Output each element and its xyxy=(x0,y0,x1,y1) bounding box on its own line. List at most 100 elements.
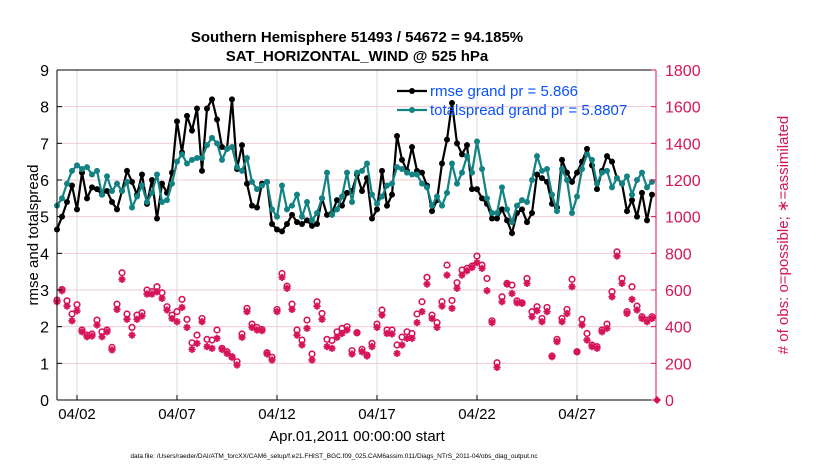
assimilated-marker xyxy=(208,344,216,352)
totalspread-point xyxy=(404,169,410,176)
assimilated-marker xyxy=(288,305,296,314)
x-tick-label: 04/12 xyxy=(258,406,296,423)
rmse-point xyxy=(609,158,615,165)
rmse-point xyxy=(464,142,470,149)
assimilated-marker xyxy=(463,267,471,275)
totalspread-point xyxy=(429,202,435,209)
rmse-point xyxy=(379,167,385,174)
assimilated-marker xyxy=(483,287,491,295)
totalspread-point xyxy=(269,206,275,213)
totalspread-point xyxy=(214,140,220,147)
totalspread-point xyxy=(204,142,210,149)
totalspread-point xyxy=(119,188,125,194)
totalspread-point xyxy=(464,153,470,160)
totalspread-point xyxy=(369,191,375,198)
assimilated-marker xyxy=(578,321,586,329)
footer-data-file: data file: /Users/raeder/DAI/ATM_forcXX/… xyxy=(130,453,538,460)
totalspread-point xyxy=(434,193,440,200)
rmse-point xyxy=(339,202,345,209)
totalspread-point xyxy=(444,189,450,196)
y-tick-label-left: 4 xyxy=(40,246,49,263)
totalspread-point xyxy=(549,191,555,198)
totalspread-point xyxy=(264,178,270,185)
totalspread-point xyxy=(209,134,215,141)
assimilated-marker xyxy=(278,273,286,281)
assimilated-marker xyxy=(558,318,566,326)
y-axis-label-right: # of obs: o=possible; ∗=assimilated xyxy=(775,116,792,355)
rmse-point xyxy=(594,186,600,193)
possible-marker xyxy=(418,298,426,306)
totalspread-point xyxy=(129,204,135,211)
assimilated-marker xyxy=(158,294,166,303)
rmse-point xyxy=(344,189,350,196)
assimilated-marker xyxy=(203,343,211,351)
assimilated-marker xyxy=(438,302,446,310)
rmse-point xyxy=(279,228,285,235)
totalspread-point xyxy=(179,151,185,158)
rmse-point xyxy=(494,215,500,222)
totalspread-point xyxy=(639,169,645,176)
assimilated-marker xyxy=(468,263,476,272)
assimilated-marker xyxy=(363,352,371,360)
assimilated-marker xyxy=(93,321,101,329)
totalspread-point xyxy=(644,184,650,191)
totalspread-point xyxy=(334,206,340,213)
assimilated-marker xyxy=(643,318,651,326)
assimilated-marker xyxy=(383,329,391,338)
legend: rmse grand pr = 5.866 totalspread grand p… xyxy=(397,83,627,119)
totalspread-point xyxy=(559,166,565,172)
rmse-point xyxy=(74,206,80,213)
possible-marker xyxy=(653,396,661,404)
totalspread-point xyxy=(374,200,380,207)
assimilated-marker xyxy=(68,317,76,325)
assimilated-marker xyxy=(613,252,621,260)
assimilated-marker xyxy=(648,314,656,323)
assimilated-marker xyxy=(458,271,466,279)
assimilated-marker xyxy=(78,328,86,336)
possible-marker xyxy=(178,295,186,303)
totalspread-point xyxy=(149,189,155,196)
y-tick-label-right: 1400 xyxy=(665,136,701,153)
assimilated-marker xyxy=(583,336,591,344)
possible-marker xyxy=(443,261,451,269)
rmse-point xyxy=(334,197,340,204)
rmse-point xyxy=(114,206,120,213)
rmse-point xyxy=(479,195,485,202)
totalspread-point xyxy=(579,166,585,172)
rmse-point xyxy=(604,153,610,160)
y-tick-label-left: 5 xyxy=(40,210,49,227)
rmse-point xyxy=(199,167,205,174)
totalspread-point xyxy=(349,199,355,205)
totalspread-point xyxy=(144,199,150,205)
rmse-point xyxy=(374,206,380,213)
assimilated-marker xyxy=(408,334,416,342)
possible-marker xyxy=(483,274,491,283)
rmse-point xyxy=(219,144,225,150)
rmse-point xyxy=(574,169,580,176)
possible-marker xyxy=(568,275,576,283)
totalspread-point xyxy=(409,171,415,178)
assimilated-marker xyxy=(488,319,496,327)
rmse-point xyxy=(639,189,645,196)
totalspread-point xyxy=(499,184,505,191)
assimilated-marker xyxy=(243,308,251,316)
assimilated-marker xyxy=(498,298,506,306)
assimilated-marker xyxy=(118,275,126,283)
assimilated-marker xyxy=(248,323,256,331)
rmse-point xyxy=(519,206,525,213)
rmse-point xyxy=(384,202,390,209)
rmse-point xyxy=(84,195,90,202)
totalspread-point xyxy=(64,180,70,187)
assimilated-marker xyxy=(128,331,136,339)
assimilated-marker xyxy=(478,264,486,272)
possible-marker xyxy=(308,350,316,358)
totalspread-point xyxy=(329,211,335,218)
rmse-point xyxy=(129,178,135,185)
assimilated-marker xyxy=(373,323,381,331)
totalspread-point xyxy=(614,175,620,182)
rmse-point xyxy=(634,213,640,220)
possible-marker xyxy=(128,323,136,332)
rmse-point xyxy=(229,96,235,103)
assimilated-marker xyxy=(453,284,461,292)
assimilated-marker xyxy=(513,299,521,307)
